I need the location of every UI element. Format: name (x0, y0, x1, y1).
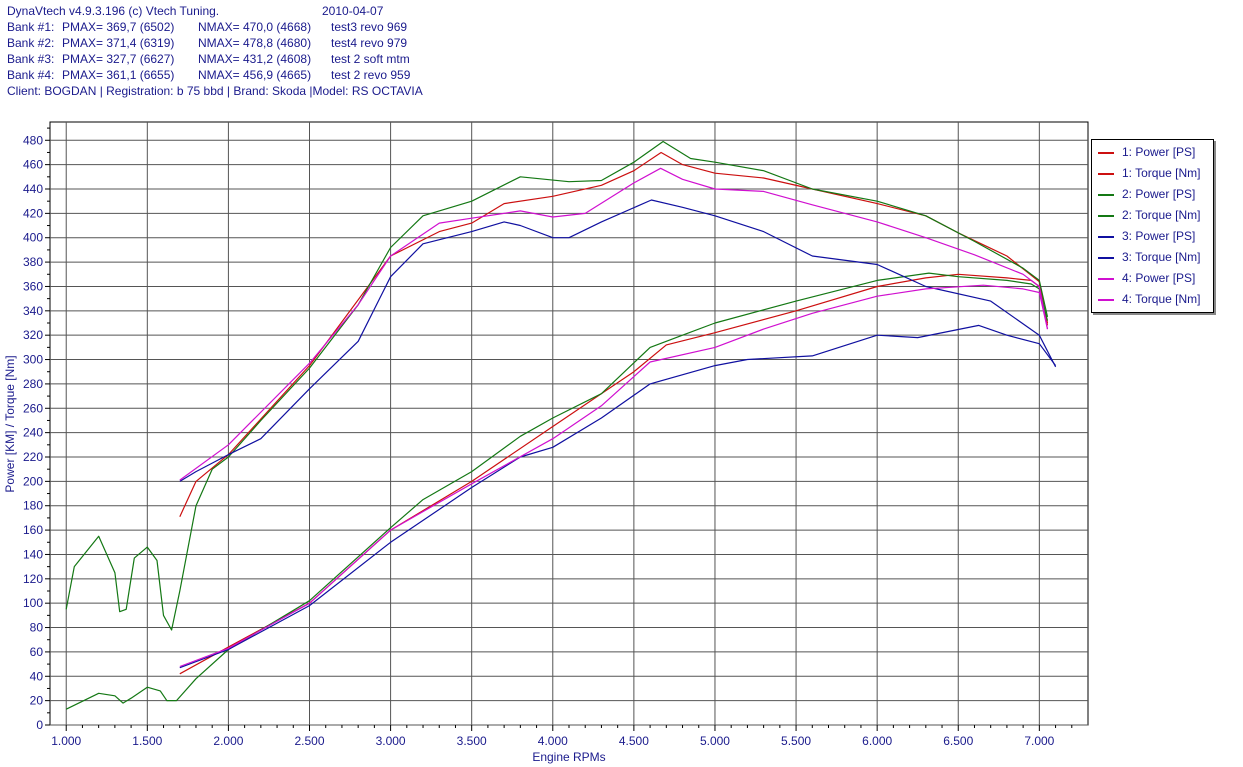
bank-test-name: test3 revo 969 (331, 20, 408, 34)
bank-nmax: NMAX= 456,9 (4665) (198, 68, 312, 82)
y-tick-label: 120 (23, 572, 43, 586)
y-axis-label: Power [KM] / Torque [Nm] (3, 355, 17, 492)
legend-swatch (1098, 236, 1114, 238)
legend-label: 4: Power [PS] (1122, 271, 1196, 285)
y-tick-label: 480 (23, 133, 43, 147)
y-tick-label: 300 (23, 353, 43, 367)
y-tick-label: 420 (23, 206, 43, 220)
x-tick-label: 3.500 (457, 734, 487, 748)
legend-swatch (1098, 215, 1114, 217)
bank-test-name: test 2 revo 959 (331, 68, 411, 82)
client-info: Client: BOGDAN | Registration: b 75 bbd … (7, 84, 423, 98)
legend-item: 2: Power [PS] (1092, 184, 1213, 205)
chart-legend: 1: Power [PS] 1: Torque [Nm] 2: Power [PS]… (1091, 139, 1214, 313)
legend-swatch (1098, 194, 1114, 196)
x-tick-label: 1.000 (51, 734, 81, 748)
bank-nmax: NMAX= 478,8 (4680) (198, 36, 312, 50)
bank-pmax: PMAX= 327,7 (6627) (62, 52, 175, 66)
series-line-7 (179, 284, 1049, 668)
y-tick-label: 240 (23, 426, 43, 440)
y-tick-label: 460 (23, 158, 43, 172)
y-tick-label: 200 (23, 474, 43, 488)
y-tick-label: 20 (30, 694, 44, 708)
series-line-3 (65, 272, 1049, 710)
bank-label: Bank #1: (7, 20, 55, 34)
legend-swatch (1098, 257, 1114, 259)
y-tick-label: 0 (36, 718, 43, 732)
series-line-8 (179, 167, 1049, 481)
series-layer (65, 140, 1057, 710)
x-tick-label: 6.500 (943, 734, 973, 748)
x-axis-label: Engine RPMs (532, 750, 605, 764)
bank-nmax: NMAX= 431,2 (4608) (198, 52, 312, 66)
y-tick-label: 80 (30, 621, 44, 635)
test-date: 2010-04-07 (322, 4, 384, 18)
bank-test-name: test 2 soft mtm (331, 52, 410, 66)
plot-area (49, 121, 1089, 726)
legend-label: 3: Torque [Nm] (1122, 250, 1201, 264)
legend-label: 2: Torque [Nm] (1122, 208, 1201, 222)
app-title: DynaVtech v4.9.3.196 (c) Vtech Tuning. (7, 4, 220, 18)
bank-pmax: PMAX= 361,1 (6655) (62, 68, 175, 82)
x-tick-label: 3.000 (376, 734, 406, 748)
legend-swatch (1098, 299, 1114, 301)
x-tick-label: 2.000 (213, 734, 243, 748)
y-tick-label: 280 (23, 377, 43, 391)
x-tick-label: 6.000 (862, 734, 892, 748)
y-tick-label: 360 (23, 279, 43, 293)
legend-item: 1: Power [PS] (1092, 142, 1213, 163)
x-tick-label: 4.500 (619, 734, 649, 748)
legend-label: 4: Torque [Nm] (1122, 292, 1201, 306)
bank-pmax: PMAX= 369,7 (6502) (62, 20, 175, 34)
legend-item: 3: Torque [Nm] (1092, 247, 1213, 268)
y-tick-label: 60 (30, 645, 44, 659)
y-tick-label: 340 (23, 304, 43, 318)
x-tick-label: 1.500 (132, 734, 162, 748)
legend-item: 1: Torque [Nm] (1092, 163, 1213, 184)
legend-item: 3: Power [PS] (1092, 226, 1213, 247)
bank-test-name: test4 revo 979 (331, 36, 408, 50)
bank-label: Bank #3: (7, 52, 55, 66)
legend-swatch (1098, 278, 1114, 280)
legend-item: 4: Power [PS] (1092, 268, 1213, 289)
y-tick-label: 140 (23, 547, 43, 561)
legend-label: 3: Power [PS] (1122, 229, 1196, 243)
x-tick-label: 5.500 (781, 734, 811, 748)
x-tick-label: 4.000 (538, 734, 568, 748)
legend-item: 4: Torque [Nm] (1092, 289, 1213, 310)
legend-swatch (1098, 173, 1114, 175)
y-tick-label: 40 (30, 669, 44, 683)
x-tick-label: 5.000 (700, 734, 730, 748)
legend-item: 2: Torque [Nm] (1092, 205, 1213, 226)
series-line-4 (65, 140, 1049, 631)
bank-nmax: NMAX= 470,0 (4668) (198, 20, 312, 34)
y-tick-label: 400 (23, 231, 43, 245)
y-tick-label: 220 (23, 450, 43, 464)
y-tick-label: 380 (23, 255, 43, 269)
legend-label: 1: Power [PS] (1122, 145, 1196, 159)
y-tick-label: 320 (23, 328, 43, 342)
y-tick-label: 180 (23, 499, 43, 513)
axes: 1.000 1.500 2.000 2.500 3.000 3.500 4.000 4.500… (23, 127, 1073, 748)
bank-label: Bank #4: (7, 68, 55, 82)
legend-swatch (1098, 152, 1114, 154)
x-tick-label: 7.000 (1024, 734, 1054, 748)
grid-lines (50, 122, 1088, 726)
legend-label: 2: Power [PS] (1122, 187, 1196, 201)
y-tick-label: 100 (23, 596, 43, 610)
series-line-6 (179, 199, 1057, 482)
series-line-5 (179, 324, 1057, 669)
legend-label: 1: Torque [Nm] (1122, 166, 1201, 180)
x-tick-label: 2.500 (294, 734, 324, 748)
y-tick-label: 440 (23, 182, 43, 196)
bank-pmax: PMAX= 371,4 (6319) (62, 36, 175, 50)
bank-label: Bank #2: (7, 36, 55, 50)
y-tick-label: 160 (23, 523, 43, 537)
y-tick-label: 260 (23, 401, 43, 415)
